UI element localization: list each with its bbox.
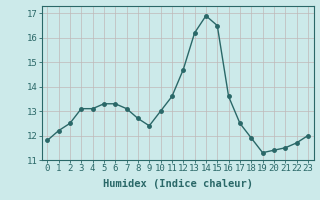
X-axis label: Humidex (Indice chaleur): Humidex (Indice chaleur) [103, 179, 252, 189]
